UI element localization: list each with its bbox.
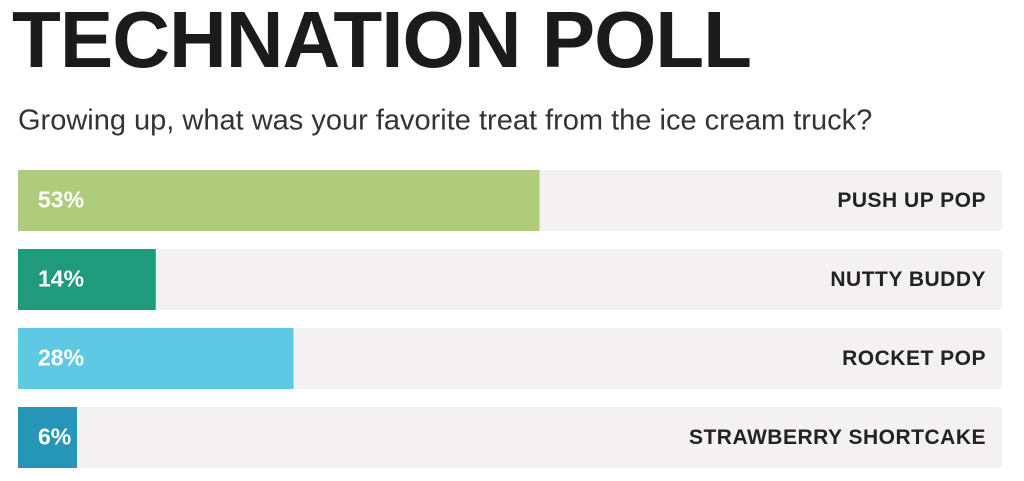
bar [18, 249, 156, 310]
category-label: ROCKET POP [842, 347, 986, 370]
chart-subtitle: Growing up, what was your favorite treat… [18, 105, 872, 137]
bar-track [18, 249, 1002, 310]
value-label: 28% [38, 345, 84, 371]
bar [18, 170, 540, 231]
category-label: PUSH UP POP [837, 189, 986, 212]
category-label: NUTTY BUDDY [830, 268, 986, 291]
chart-title: TECHNATION POLL [12, 0, 751, 84]
value-label: 53% [38, 187, 84, 213]
category-label: STRAWBERRY SHORTCAKE [689, 426, 986, 449]
bar [18, 328, 294, 389]
value-label: 6% [38, 424, 71, 450]
bar-track [18, 407, 1002, 468]
bar [18, 407, 78, 468]
value-label: 14% [38, 266, 84, 292]
